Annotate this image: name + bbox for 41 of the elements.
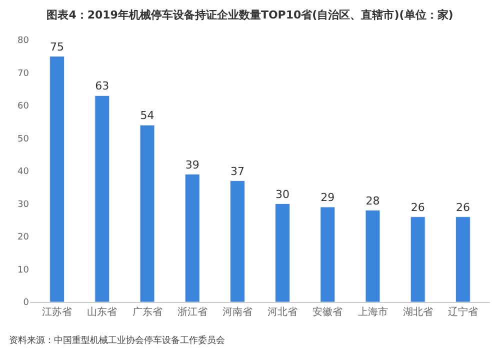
data-label: 30	[276, 188, 290, 201]
y-tick-label: 0	[23, 298, 30, 308]
bar	[455, 216, 470, 302]
y-tick-label: 50	[18, 134, 30, 144]
x-tick-label: 浙江省	[177, 306, 208, 318]
bar	[275, 204, 290, 302]
y-tick-label: 40	[18, 167, 30, 178]
bar	[50, 56, 65, 302]
data-label: 28	[366, 194, 380, 208]
y-tick-label: 30	[18, 200, 30, 210]
bar	[230, 180, 245, 302]
y-tick-label: 10	[18, 265, 30, 276]
chart-title: 图表4：2019年机械停车设备持证企业数量TOP10省(自治区、直辖市)(单位：家)	[46, 8, 454, 22]
bar	[140, 124, 155, 302]
bar	[410, 216, 426, 302]
bar	[320, 206, 336, 302]
y-tick-label: 60	[18, 102, 30, 112]
x-tick-label: 山东省	[87, 306, 118, 318]
data-label: 26	[410, 200, 425, 214]
x-tick-label: 湖北省	[402, 306, 433, 318]
bar	[184, 174, 200, 302]
data-label: 75	[50, 40, 64, 54]
bar	[365, 210, 380, 302]
data-label: 54	[140, 109, 154, 122]
data-label: 39	[185, 158, 200, 172]
data-label: 63	[95, 80, 110, 93]
x-tick-label: 河南省	[222, 306, 252, 318]
data-label: 29	[320, 191, 335, 204]
x-tick-label: 江苏省	[42, 306, 72, 318]
y-tick-label: 80	[18, 36, 30, 46]
bar	[94, 95, 110, 302]
x-tick-label: 上海市	[358, 306, 388, 318]
x-tick-label: 辽宁省	[448, 306, 478, 318]
text: 资料来源：中国重型机械工业协会停车设备工作委员会	[9, 335, 225, 346]
y-tick-label: 70	[18, 68, 30, 79]
data-label: 26	[456, 200, 470, 214]
x-tick-label: 广东省	[132, 306, 162, 318]
y-tick-label: 20	[18, 232, 30, 243]
data-label: 37	[230, 164, 244, 178]
x-tick-label: 河北省	[268, 306, 298, 318]
x-tick-label: 安徽省	[312, 306, 343, 318]
